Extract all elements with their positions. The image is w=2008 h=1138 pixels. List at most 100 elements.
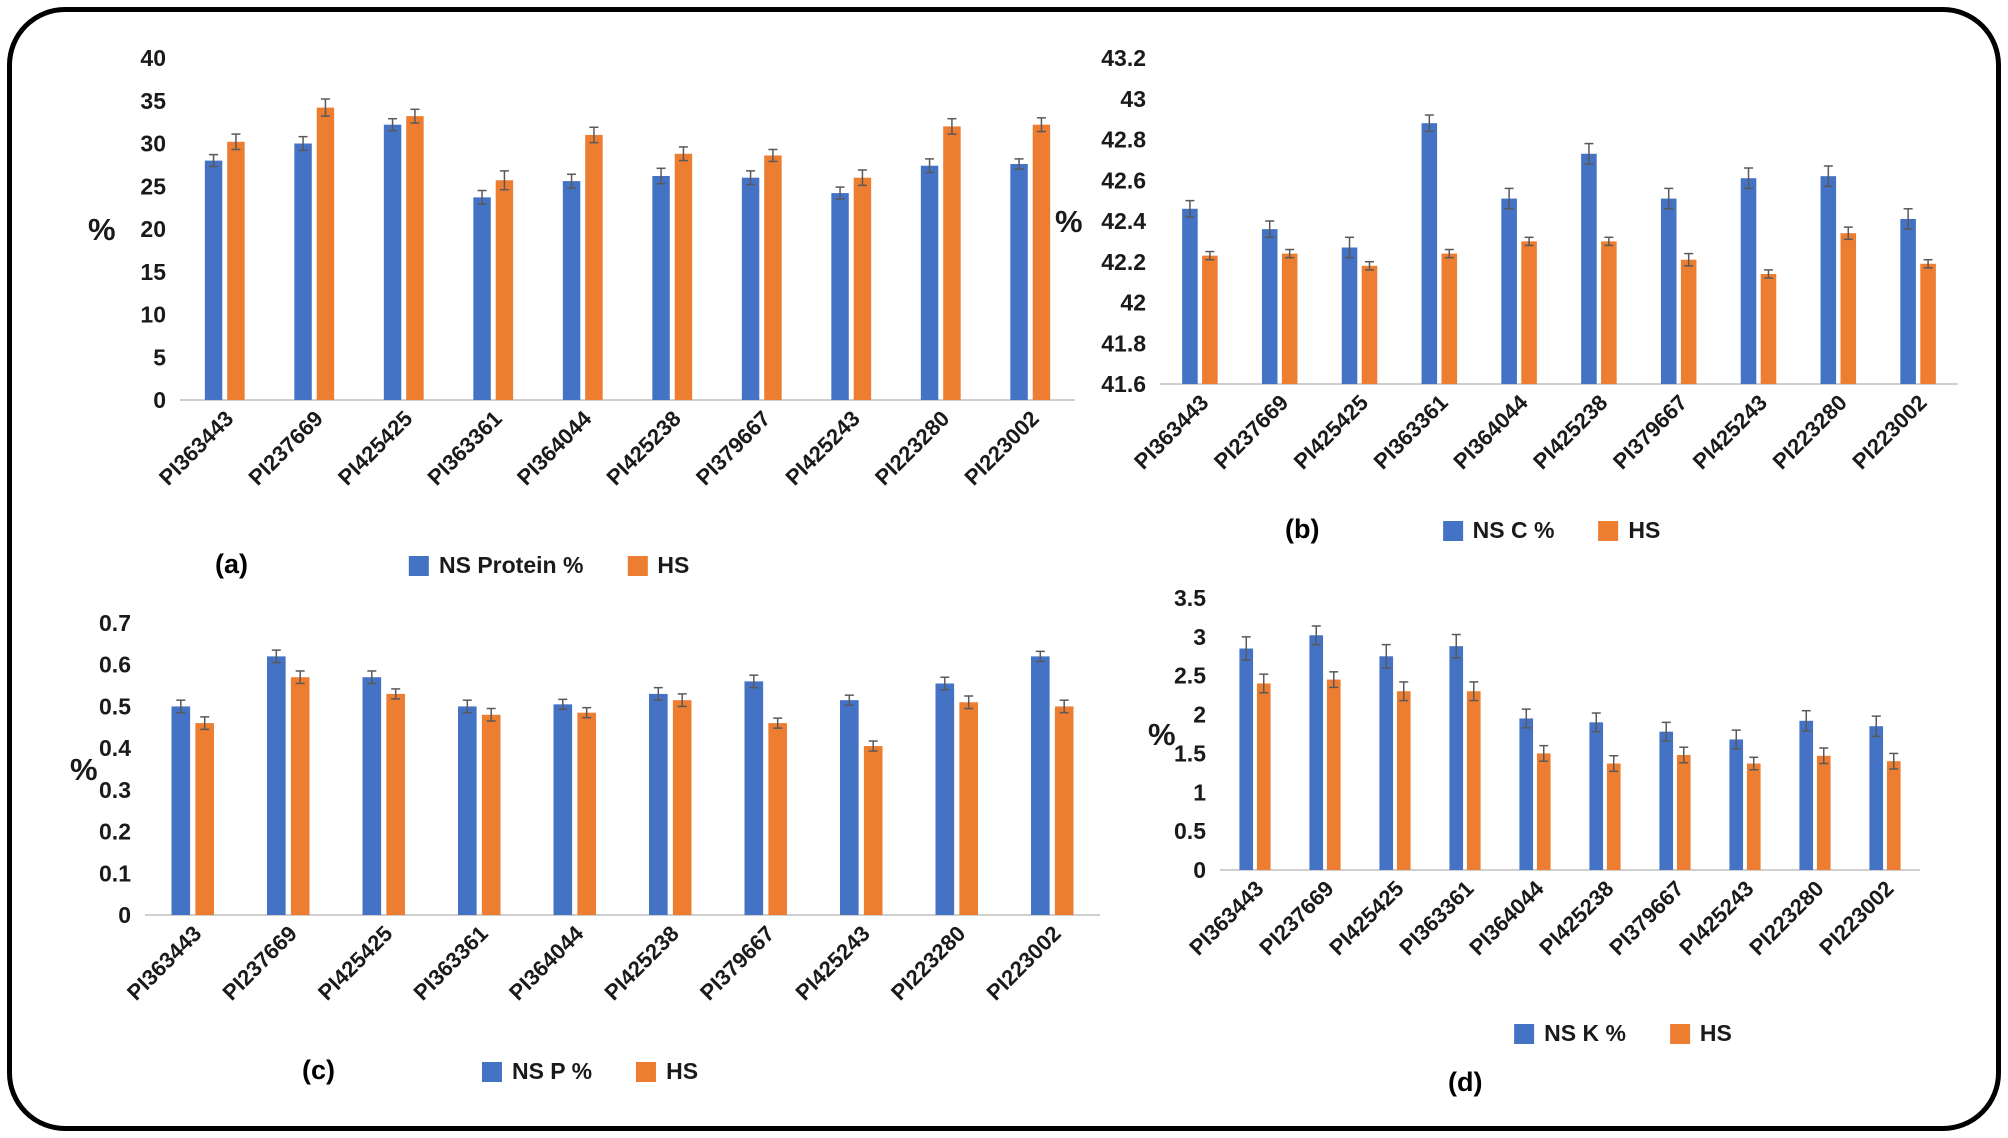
y-tick-label: 0.6 <box>99 652 131 678</box>
bar-hs-PI363361 <box>481 714 501 915</box>
bar-hs-PI425243 <box>853 177 872 400</box>
bar-ns-PI363443 <box>1239 648 1254 870</box>
x-tick-label: PI223002 <box>981 921 1065 1005</box>
bar-hs-PI425243 <box>1760 273 1777 384</box>
x-tick-label: PI379667 <box>695 921 779 1005</box>
panel-label-b: (b) <box>1285 514 1320 544</box>
y-tick-label: 0.7 <box>99 610 131 636</box>
bar-ns-PI363361 <box>1421 123 1438 384</box>
legend-item-hs: HS <box>1669 1020 1732 1047</box>
x-tick-label: PI363443 <box>154 406 238 490</box>
bar-ns-PI379667 <box>744 681 764 915</box>
x-tick-label: PI379667 <box>691 406 775 490</box>
bar-ns-PI237669 <box>267 656 286 915</box>
y-tick-label: 20 <box>140 216 166 242</box>
chart-c: 00.10.20.30.40.50.60.7%PI363443 PI237669 P… <box>70 610 1100 1005</box>
x-tick-label: PI363361 <box>1394 876 1478 960</box>
bar-hs-PI237669 <box>316 107 335 400</box>
x-tick-label: PI363443 <box>122 921 206 1005</box>
legend-label: HS <box>1699 1020 1732 1046</box>
bar-hs-PI223280 <box>959 702 978 915</box>
bar-ns-PI425425 <box>1379 656 1394 870</box>
bar-ns-PI363443 <box>1182 208 1198 384</box>
bar-ns-PI363361 <box>1449 646 1464 870</box>
x-tick-label: PI379667 <box>1604 876 1688 960</box>
y-tick-label: 42.2 <box>1101 249 1146 275</box>
x-tick-label: PI425425 <box>1289 390 1373 474</box>
y-axis-label: % <box>70 752 98 787</box>
y-tick-label: 0.1 <box>99 860 131 886</box>
x-tick-label: PI363361 <box>408 921 492 1005</box>
bar-hs-PI363361 <box>495 180 514 400</box>
legend-item-hs: HS <box>636 1058 698 1085</box>
y-tick-label: 42.4 <box>1101 208 1146 234</box>
bar-ns-PI425238 <box>1581 153 1597 384</box>
x-tick-label: PI223280 <box>886 921 970 1005</box>
legend-d: NS K % HS <box>1514 1020 1732 1047</box>
legend-item-ns: NS Protein % <box>409 552 583 579</box>
legend-label: NS P % <box>511 1058 593 1084</box>
chart-d: 0 0.5 1 1.5 2 2.5 3 3.5% PI363443PI237669PI42542… <box>1148 585 1920 960</box>
bar-hs-PI425238 <box>672 700 692 915</box>
bar-ns-PI237669 <box>1309 635 1324 870</box>
x-tick-label: PI425243 <box>790 921 874 1005</box>
bar-ns-PI425238 <box>649 693 668 915</box>
legend-label: HS <box>657 552 690 578</box>
x-tick-label: PI425243 <box>780 406 864 490</box>
bar-ns-PI223280 <box>1820 176 1837 384</box>
bar-hs-PI223280 <box>943 126 961 401</box>
y-tick-label: 41.6 <box>1101 371 1146 397</box>
bar-ns-PI425243 <box>1740 178 1757 384</box>
x-tick-label: PI364044 <box>504 920 589 1005</box>
legend-label: HS <box>666 1058 699 1084</box>
panel-a: 0 5 10 15 20 25 30 35 40% PI363443 PI237669 PI42542… <box>50 20 1090 610</box>
x-tick-label: PI223280 <box>870 406 954 490</box>
bar-ns-PI364044 <box>553 704 573 915</box>
bar-hs-PI223002 <box>1032 124 1051 400</box>
y-tick-label: 1 <box>1193 779 1206 805</box>
y-tick-label: 3 <box>1193 624 1206 650</box>
bar-ns-PI379667 <box>741 177 760 400</box>
legend-item-hs: HS <box>627 552 689 579</box>
panel-label-d: (d) <box>1448 1067 1483 1097</box>
bar-ns-PI425425 <box>362 677 382 915</box>
bar-ns-PI364044 <box>1519 718 1534 870</box>
bar-hs-PI379667 <box>764 155 782 400</box>
y-tick-label: 30 <box>140 131 166 157</box>
bar-ns-PI379667 <box>1660 198 1677 384</box>
panel-d: 0 0.5 1 1.5 2 2.5 3 3.5% PI363443 PI237669 PI42542… <box>1130 575 1980 1115</box>
bar-ns-PI425238 <box>1589 722 1604 870</box>
legend-label: NS Protein % <box>439 552 584 578</box>
bar-hs-PI364044 <box>577 712 596 915</box>
panel-label-c: (c) <box>302 1055 335 1085</box>
bar-ns-PI237669 <box>1261 229 1278 384</box>
bar-ns-PI223002 <box>1010 164 1028 400</box>
bar-hs-PI364044 <box>585 134 603 400</box>
bar-hs-PI363443 <box>195 723 214 915</box>
bar-ns-PI425238 <box>652 175 670 400</box>
x-tick-label: PI425243 <box>1674 876 1758 960</box>
bar-ns-PI223280 <box>1799 720 1814 870</box>
legend-swatch-hs <box>1669 1023 1690 1044</box>
chart-b: 41.6 41.8 42 42.2 42.4 42.6 42.8 43 43.2% PI36344… <box>1055 45 1958 474</box>
x-tick-label: PI379667 <box>1608 390 1692 474</box>
bar-hs-PI425238 <box>1601 241 1617 384</box>
y-tick-label: 3.5 <box>1174 585 1206 611</box>
y-tick-label: 43 <box>1120 86 1146 112</box>
legend-swatch-hs <box>1598 520 1619 541</box>
bar-ns-PI223002 <box>1869 726 1884 870</box>
x-tick-label: PI223002 <box>1847 390 1931 474</box>
bar-hs-PI363361 <box>1466 691 1481 870</box>
bar-hs-PI363443 <box>1202 255 1218 384</box>
bar-hs-PI223280 <box>1840 233 1857 384</box>
bar-ns-PI364044 <box>1501 198 1517 384</box>
bar-ns-PI425243 <box>1729 739 1744 870</box>
x-tick-label: PI364044 <box>1448 389 1533 474</box>
legend-swatch-ns <box>1442 520 1463 541</box>
bar-hs-PI425425 <box>386 693 405 915</box>
x-tick-label: PI223002 <box>959 406 1043 490</box>
x-tick-label: PI363443 <box>1184 876 1268 960</box>
legend-b: NS C % HS <box>1442 517 1660 544</box>
legend-c: NS P % HS <box>481 1058 698 1085</box>
panel-label-a: (a) <box>215 549 248 579</box>
